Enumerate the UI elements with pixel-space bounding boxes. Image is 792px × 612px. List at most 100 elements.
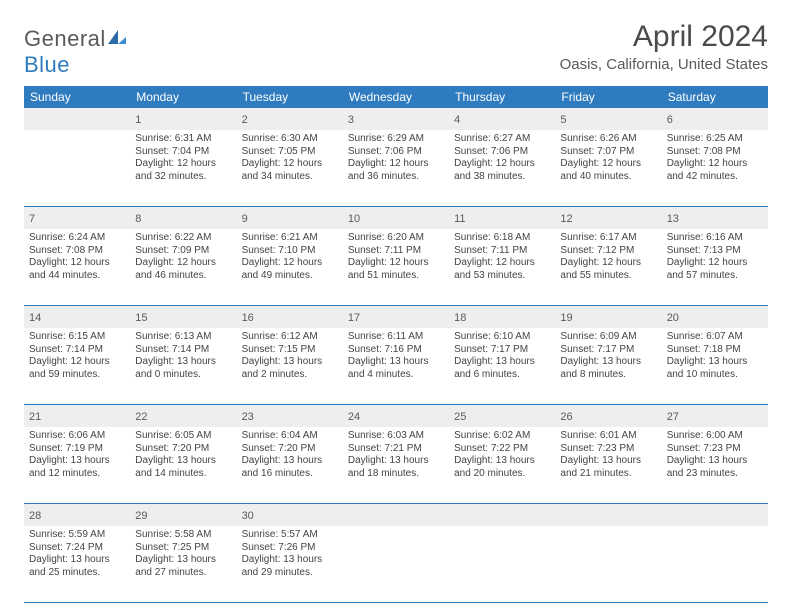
day-detail-line: Sunset: 7:19 PM bbox=[29, 443, 125, 456]
day-detail-line: Sunset: 7:14 PM bbox=[29, 344, 125, 357]
day-detail-line: Sunrise: 6:20 AM bbox=[348, 232, 444, 245]
day-number: 17 bbox=[348, 312, 360, 324]
day-detail-line: Daylight: 12 hours bbox=[560, 158, 656, 171]
day-number: 18 bbox=[454, 312, 466, 324]
day-detail-line: Sunset: 7:11 PM bbox=[348, 245, 444, 258]
week-row: Sunrise: 6:24 AMSunset: 7:08 PMDaylight:… bbox=[24, 229, 768, 306]
day-number-row: 78910111213 bbox=[24, 207, 768, 229]
day-cell: Sunrise: 6:22 AMSunset: 7:09 PMDaylight:… bbox=[130, 229, 236, 305]
day-cell bbox=[555, 526, 661, 602]
day-detail-line: Daylight: 13 hours bbox=[454, 455, 550, 468]
day-detail-line: Sunset: 7:15 PM bbox=[242, 344, 338, 357]
day-cell: Sunrise: 6:25 AMSunset: 7:08 PMDaylight:… bbox=[662, 130, 768, 206]
day-detail-line: Daylight: 12 hours bbox=[242, 158, 338, 171]
day-detail-line: and 46 minutes. bbox=[135, 270, 231, 283]
logo: GeneralBlue bbox=[24, 26, 128, 78]
day-detail-line: Daylight: 12 hours bbox=[135, 158, 231, 171]
day-detail-line: Daylight: 13 hours bbox=[348, 455, 444, 468]
day-detail-line: and 10 minutes. bbox=[667, 369, 763, 382]
dow-cell: Sunday bbox=[24, 86, 130, 108]
day-cell: Sunrise: 6:17 AMSunset: 7:12 PMDaylight:… bbox=[555, 229, 661, 305]
day-number-cell: 15 bbox=[130, 306, 236, 328]
day-number-cell: 1 bbox=[130, 108, 236, 130]
day-number-cell bbox=[343, 504, 449, 526]
day-number: 21 bbox=[29, 411, 41, 423]
location: Oasis, California, United States bbox=[560, 56, 768, 73]
day-detail-line: Sunrise: 6:11 AM bbox=[348, 331, 444, 344]
day-detail-line: Daylight: 12 hours bbox=[454, 158, 550, 171]
day-number-cell: 21 bbox=[24, 405, 130, 427]
day-number-cell: 2 bbox=[237, 108, 343, 130]
day-number: 8 bbox=[135, 213, 141, 225]
day-detail-line: and 12 minutes. bbox=[29, 468, 125, 481]
day-detail-line: Sunrise: 6:22 AM bbox=[135, 232, 231, 245]
day-detail-line: Daylight: 13 hours bbox=[135, 356, 231, 369]
day-detail-line: Daylight: 12 hours bbox=[348, 158, 444, 171]
dow-header: SundayMondayTuesdayWednesdayThursdayFrid… bbox=[24, 86, 768, 108]
day-cell: Sunrise: 6:07 AMSunset: 7:18 PMDaylight:… bbox=[662, 328, 768, 404]
day-number: 6 bbox=[667, 114, 673, 126]
day-detail-line: Sunset: 7:10 PM bbox=[242, 245, 338, 258]
day-number-cell: 20 bbox=[662, 306, 768, 328]
day-detail-line: Sunrise: 6:26 AM bbox=[560, 133, 656, 146]
day-detail-line: Sunset: 7:06 PM bbox=[454, 146, 550, 159]
day-number-cell bbox=[555, 504, 661, 526]
day-cell: Sunrise: 6:15 AMSunset: 7:14 PMDaylight:… bbox=[24, 328, 130, 404]
day-number: 10 bbox=[348, 213, 360, 225]
day-detail-line: Sunrise: 6:03 AM bbox=[348, 430, 444, 443]
day-number-cell: 16 bbox=[237, 306, 343, 328]
day-number-cell: 22 bbox=[130, 405, 236, 427]
day-detail-line: Sunset: 7:20 PM bbox=[135, 443, 231, 456]
day-number-cell: 10 bbox=[343, 207, 449, 229]
day-detail-line: Sunrise: 6:00 AM bbox=[667, 430, 763, 443]
day-cell: Sunrise: 6:00 AMSunset: 7:23 PMDaylight:… bbox=[662, 427, 768, 503]
day-cell: Sunrise: 6:16 AMSunset: 7:13 PMDaylight:… bbox=[662, 229, 768, 305]
day-detail-line: Sunset: 7:06 PM bbox=[348, 146, 444, 159]
day-detail-line: and 4 minutes. bbox=[348, 369, 444, 382]
day-detail-line: and 51 minutes. bbox=[348, 270, 444, 283]
day-detail-line: Daylight: 12 hours bbox=[348, 257, 444, 270]
week-row: Sunrise: 6:31 AMSunset: 7:04 PMDaylight:… bbox=[24, 130, 768, 207]
day-detail-line: and 16 minutes. bbox=[242, 468, 338, 481]
day-detail-line: Sunset: 7:05 PM bbox=[242, 146, 338, 159]
day-detail-line: and 20 minutes. bbox=[454, 468, 550, 481]
day-number: 30 bbox=[242, 510, 254, 522]
day-number-cell: 12 bbox=[555, 207, 661, 229]
day-detail-line: Sunrise: 6:09 AM bbox=[560, 331, 656, 344]
logo-text: GeneralBlue bbox=[24, 26, 128, 78]
day-detail-line: Sunrise: 5:58 AM bbox=[135, 529, 231, 542]
day-number: 25 bbox=[454, 411, 466, 423]
day-detail-line: Daylight: 12 hours bbox=[242, 257, 338, 270]
day-number-cell: 4 bbox=[449, 108, 555, 130]
day-detail-line: Daylight: 13 hours bbox=[135, 554, 231, 567]
day-cell: Sunrise: 6:18 AMSunset: 7:11 PMDaylight:… bbox=[449, 229, 555, 305]
day-number-cell: 29 bbox=[130, 504, 236, 526]
dow-cell: Tuesday bbox=[237, 86, 343, 108]
day-cell: Sunrise: 5:57 AMSunset: 7:26 PMDaylight:… bbox=[237, 526, 343, 602]
day-number: 7 bbox=[29, 213, 35, 225]
day-number-cell: 7 bbox=[24, 207, 130, 229]
day-number-cell: 3 bbox=[343, 108, 449, 130]
sail-icon bbox=[106, 26, 128, 52]
day-detail-line: Daylight: 12 hours bbox=[29, 356, 125, 369]
day-detail-line: Sunrise: 6:27 AM bbox=[454, 133, 550, 146]
day-number-row: 14151617181920 bbox=[24, 306, 768, 328]
day-number-row: 21222324252627 bbox=[24, 405, 768, 427]
day-detail-line: Sunset: 7:20 PM bbox=[242, 443, 338, 456]
day-detail-line: Daylight: 13 hours bbox=[135, 455, 231, 468]
day-number: 29 bbox=[135, 510, 147, 522]
day-number-cell: 27 bbox=[662, 405, 768, 427]
day-cell: Sunrise: 6:31 AMSunset: 7:04 PMDaylight:… bbox=[130, 130, 236, 206]
day-number: 2 bbox=[242, 114, 248, 126]
day-detail-line: Daylight: 13 hours bbox=[29, 554, 125, 567]
day-number-cell: 14 bbox=[24, 306, 130, 328]
week-row: Sunrise: 6:06 AMSunset: 7:19 PM Daylight:… bbox=[24, 427, 768, 504]
day-detail-line: and 29 minutes. bbox=[242, 567, 338, 580]
day-detail-line: and 0 minutes. bbox=[135, 369, 231, 382]
day-detail-line: Sunset: 7:18 PM bbox=[667, 344, 763, 357]
day-detail-line: Sunrise: 6:06 AM bbox=[29, 430, 125, 443]
day-detail-line: Sunset: 7:11 PM bbox=[454, 245, 550, 258]
day-detail-line: and 36 minutes. bbox=[348, 171, 444, 184]
day-cell: Sunrise: 6:06 AMSunset: 7:19 PMDaylight:… bbox=[24, 427, 130, 503]
day-cell bbox=[24, 130, 130, 206]
